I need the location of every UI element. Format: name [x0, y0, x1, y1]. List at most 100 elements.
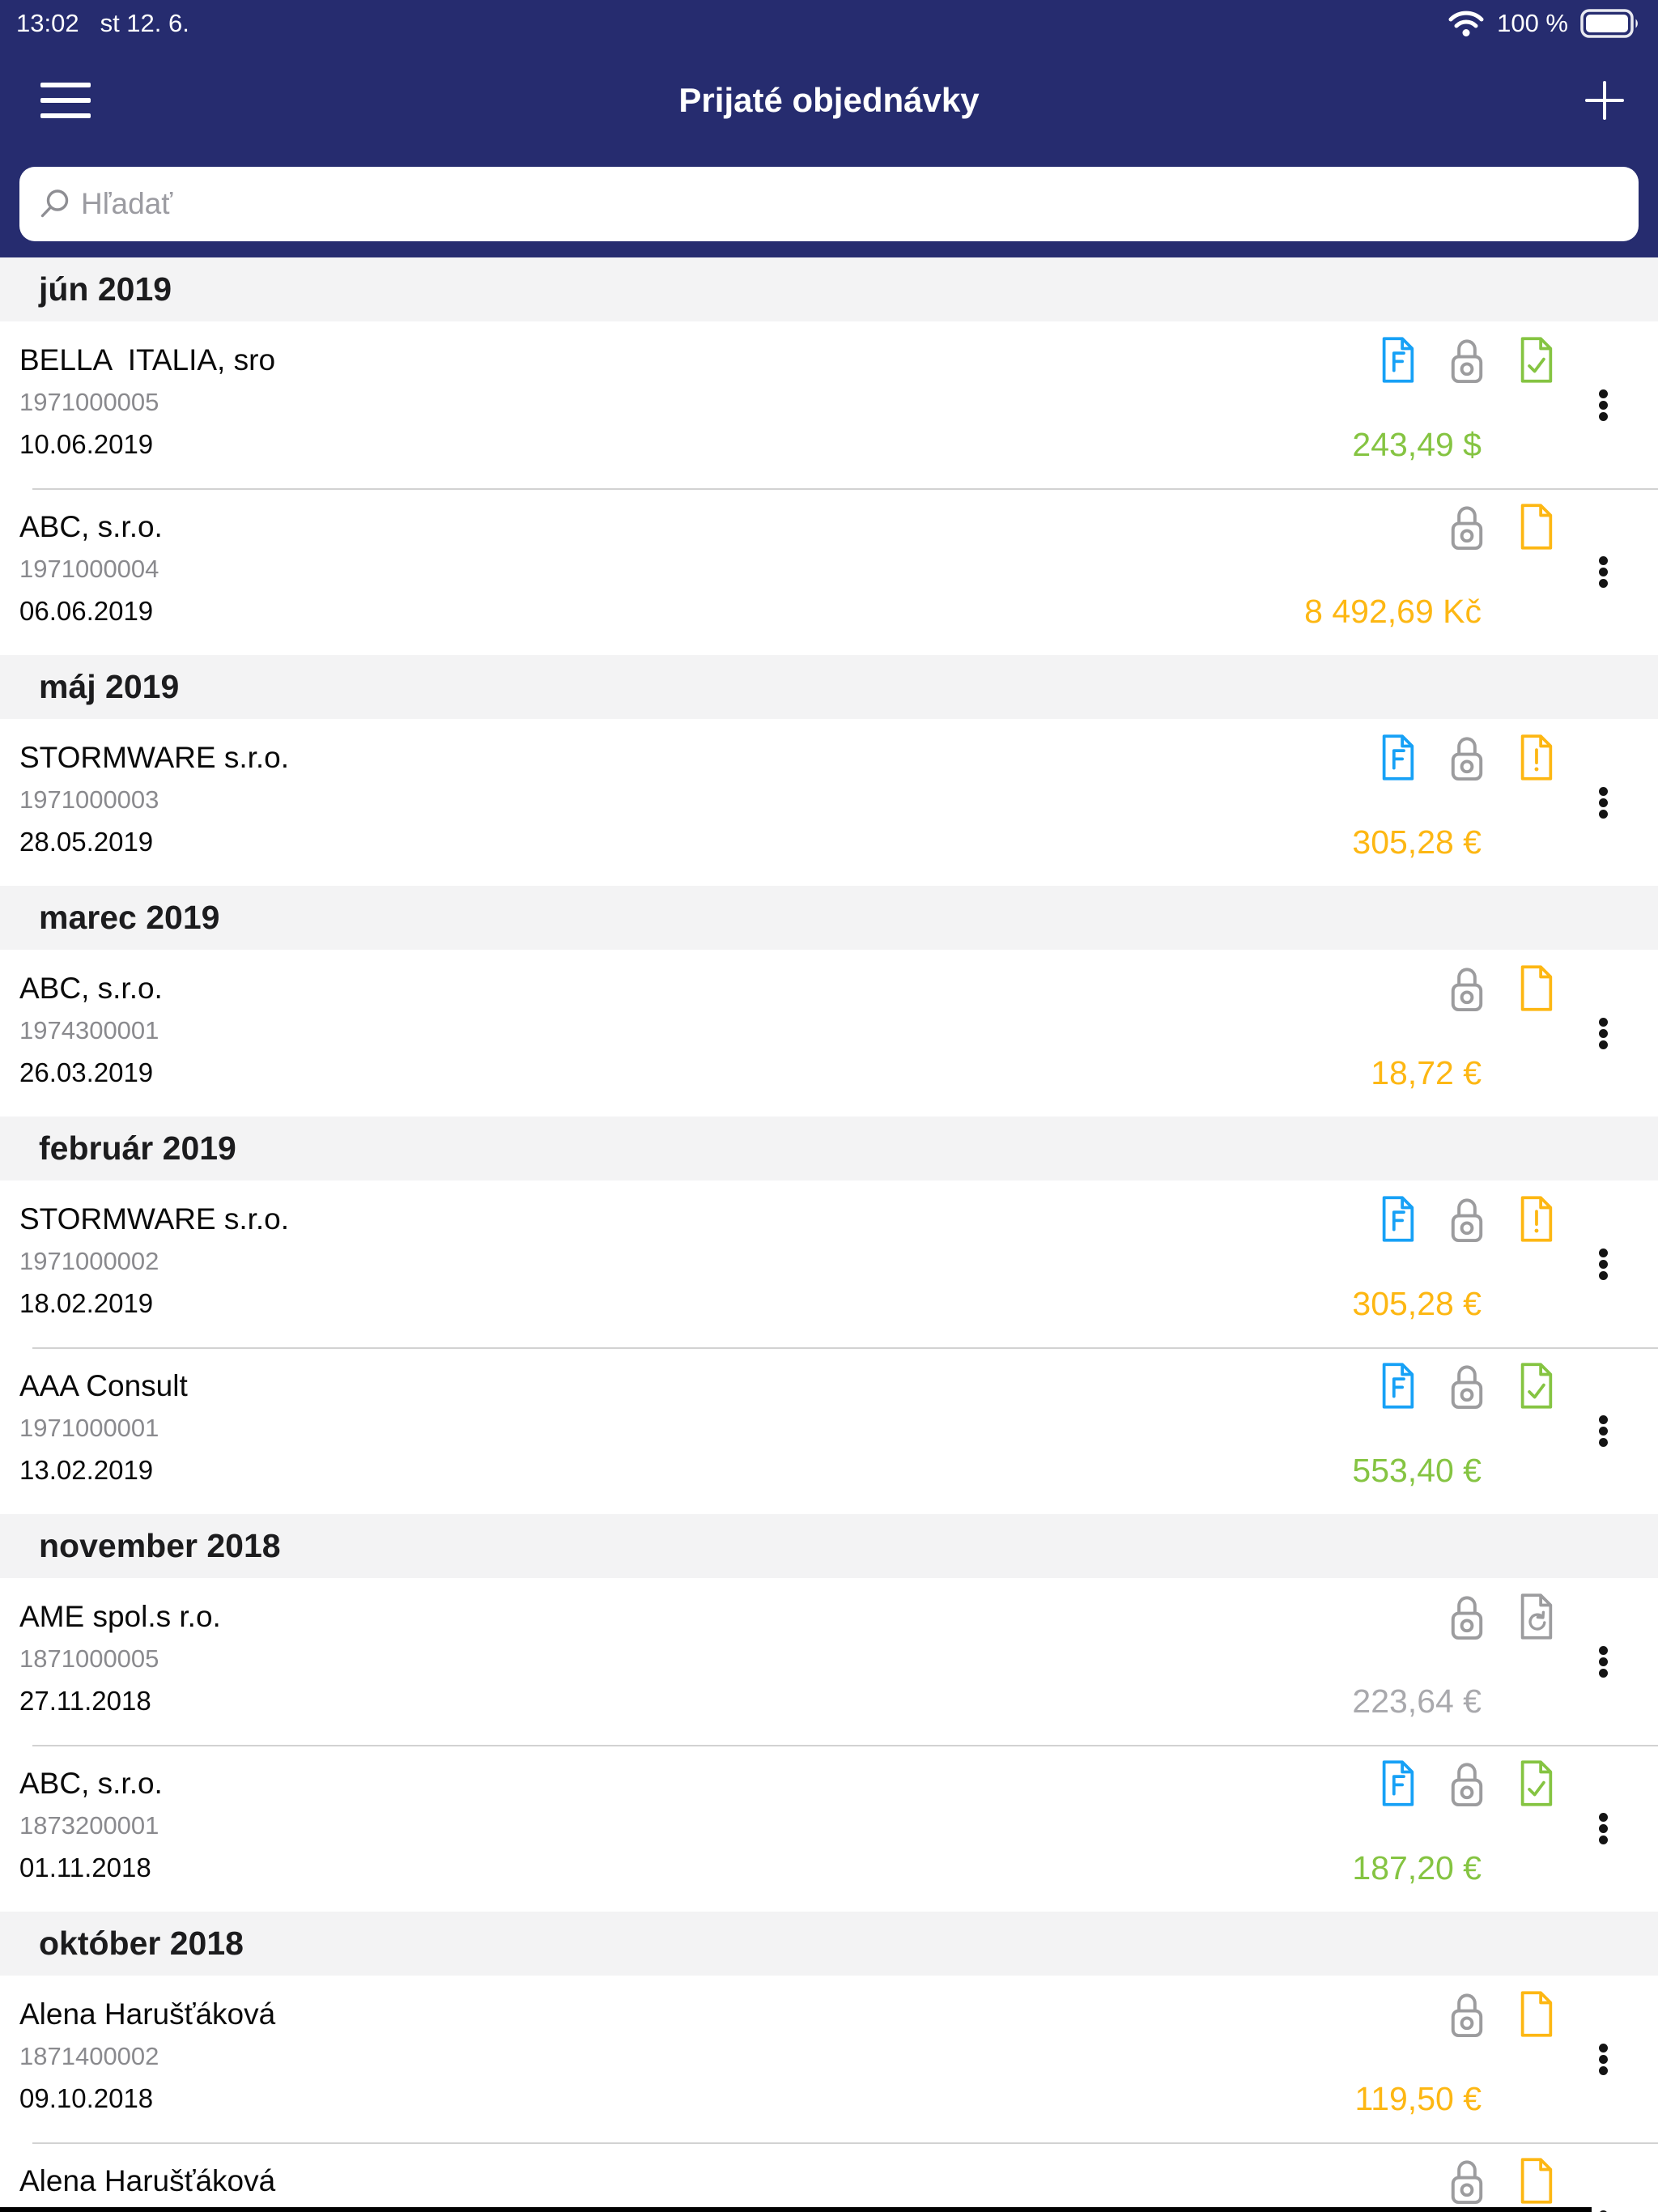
row-menu-button[interactable]	[1597, 1644, 1609, 1679]
lock-icon	[1448, 502, 1486, 551]
invoice-document-icon	[1380, 1194, 1416, 1244]
order-amount: 8 492,69 Kč	[1304, 593, 1482, 630]
section-header: marec 2019	[0, 886, 1658, 950]
status-icons	[1448, 2156, 1554, 2206]
plus-icon[interactable]	[1584, 79, 1626, 121]
lock-icon	[1448, 1361, 1486, 1410]
status-icons	[1448, 963, 1554, 1013]
order-number: 1873200001	[19, 1811, 159, 1840]
status-icons	[1380, 335, 1554, 385]
battery-percent: 100 %	[1497, 9, 1568, 37]
order-date: 10.06.2019	[19, 429, 154, 459]
row-menu-button[interactable]	[1597, 2042, 1609, 2077]
row-menu-button[interactable]	[1597, 555, 1609, 589]
order-date: 13.02.2019	[19, 1455, 154, 1485]
section-header: február 2019	[0, 1117, 1658, 1180]
order-row[interactable]: Alena Harušťáková 1871400002 09.10.2018 …	[0, 1976, 1658, 2142]
search-icon	[40, 189, 69, 218]
order-date: 09.10.2018	[19, 2083, 154, 2113]
order-amount: 305,28 €	[1352, 823, 1482, 861]
row-menu-button[interactable]	[1597, 2209, 1609, 2212]
search-field[interactable]	[19, 167, 1639, 241]
section-header: jún 2019	[0, 257, 1658, 321]
row-menu-button[interactable]	[1597, 1016, 1609, 1051]
status-icons	[1448, 1989, 1554, 2039]
status-icons	[1380, 1759, 1554, 1808]
status-icons	[1448, 1592, 1554, 1641]
hamburger-menu-icon[interactable]	[40, 83, 91, 118]
approved-document-icon	[1518, 1759, 1554, 1808]
orders-list: jún 2019 BELLA ITALIA, sro 1971000005 10…	[0, 257, 1658, 2212]
invoice-document-icon	[1380, 1759, 1416, 1808]
battery-icon	[1580, 9, 1638, 38]
row-menu-button[interactable]	[1597, 785, 1609, 820]
status-icons	[1448, 502, 1554, 551]
status-icons	[1380, 1194, 1554, 1244]
order-amount: 243,49 $	[1352, 426, 1482, 463]
lock-icon	[1448, 733, 1486, 782]
partner-name: ABC, s.r.o.	[19, 510, 163, 543]
approved-document-icon	[1518, 1361, 1554, 1410]
order-row[interactable]: BELLA ITALIA, sro 1971000005 10.06.2019 …	[0, 321, 1658, 488]
row-menu-button[interactable]	[1597, 1414, 1609, 1448]
partner-name: ABC, s.r.o.	[19, 1767, 163, 1800]
lock-icon	[1448, 1592, 1486, 1641]
page-title: Prijaté objednávky	[678, 81, 980, 119]
status-bar: 13:02 st 12. 6. 100 %	[0, 0, 1658, 42]
search-input[interactable]	[81, 187, 1621, 221]
partner-name: Alena Harušťáková	[19, 2164, 276, 2197]
order-row[interactable]: STORMWARE s.r.o. 1971000002 18.02.2019 3…	[0, 1180, 1658, 1347]
order-row[interactable]: ABC, s.r.o. 1971000004 06.06.2019 8 492,…	[0, 488, 1658, 655]
order-number: 1871400002	[19, 2042, 159, 2070]
order-amount: 553,40 €	[1352, 1452, 1482, 1489]
lock-icon	[1448, 1989, 1486, 2039]
partner-name: Alena Harušťáková	[19, 1997, 276, 2031]
plain-document-icon	[1518, 502, 1554, 551]
order-number: 1971000001	[19, 1414, 159, 1442]
lock-icon	[1448, 963, 1486, 1013]
section-header: október 2018	[0, 1912, 1658, 1976]
invoice-document-icon	[1380, 733, 1416, 782]
partner-name: ABC, s.r.o.	[19, 972, 163, 1005]
order-number: 1971000005	[19, 388, 159, 416]
order-row[interactable]: AME spol.s r.o. 1871000005 27.11.2018 22…	[0, 1578, 1658, 1745]
row-menu-button[interactable]	[1597, 1811, 1609, 1846]
partner-name: STORMWARE s.r.o.	[19, 741, 290, 774]
invoice-document-icon	[1380, 335, 1416, 385]
order-number: 1971000003	[19, 785, 159, 814]
wifi-icon	[1448, 11, 1484, 36]
warning-document-icon	[1518, 1194, 1554, 1244]
order-amount: 119,50 €	[1354, 2080, 1482, 2117]
invoice-document-icon	[1380, 1361, 1416, 1410]
order-date: 06.06.2019	[19, 596, 154, 626]
order-number: 1871000005	[19, 1644, 159, 1673]
warning-document-icon	[1518, 733, 1554, 782]
lock-icon	[1448, 1759, 1486, 1808]
lock-icon	[1448, 1194, 1486, 1244]
plain-document-icon	[1518, 1989, 1554, 2039]
partner-name: AAA Consult	[19, 1369, 188, 1402]
order-date: 27.11.2018	[19, 1686, 151, 1716]
order-row[interactable]: AAA Consult 1971000001 13.02.2019 553,40…	[0, 1347, 1658, 1514]
order-amount: 223,64 €	[1352, 1682, 1482, 1720]
plain-document-icon	[1518, 963, 1554, 1013]
row-menu-button[interactable]	[1597, 388, 1609, 423]
order-row[interactable]: ABC, s.r.o. 1974300001 26.03.2019 18,72 …	[0, 950, 1658, 1117]
order-amount: 18,72 €	[1371, 1054, 1482, 1091]
partner-name: STORMWARE s.r.o.	[19, 1202, 290, 1236]
lock-icon	[1448, 335, 1486, 385]
navigation-bar: Prijaté objednávky	[0, 42, 1658, 159]
row-menu-button[interactable]	[1597, 1247, 1609, 1282]
order-number: 1971000004	[19, 555, 159, 583]
partner-name: BELLA ITALIA, sro	[19, 343, 276, 376]
status-icons	[1380, 1361, 1554, 1410]
order-row[interactable]: ABC, s.r.o. 1873200001 01.11.2018 187,20…	[0, 1745, 1658, 1912]
order-row[interactable]: Alena Harušťáková	[0, 2142, 1658, 2212]
order-row[interactable]: STORMWARE s.r.o. 1971000003 28.05.2019 3…	[0, 719, 1658, 886]
status-time: 13:02	[16, 9, 79, 37]
plain-document-icon	[1518, 2156, 1554, 2206]
order-date: 26.03.2019	[19, 1057, 154, 1087]
order-date: 01.11.2018	[19, 1853, 151, 1882]
section-header: máj 2019	[0, 655, 1658, 719]
search-bar-container	[0, 159, 1658, 257]
